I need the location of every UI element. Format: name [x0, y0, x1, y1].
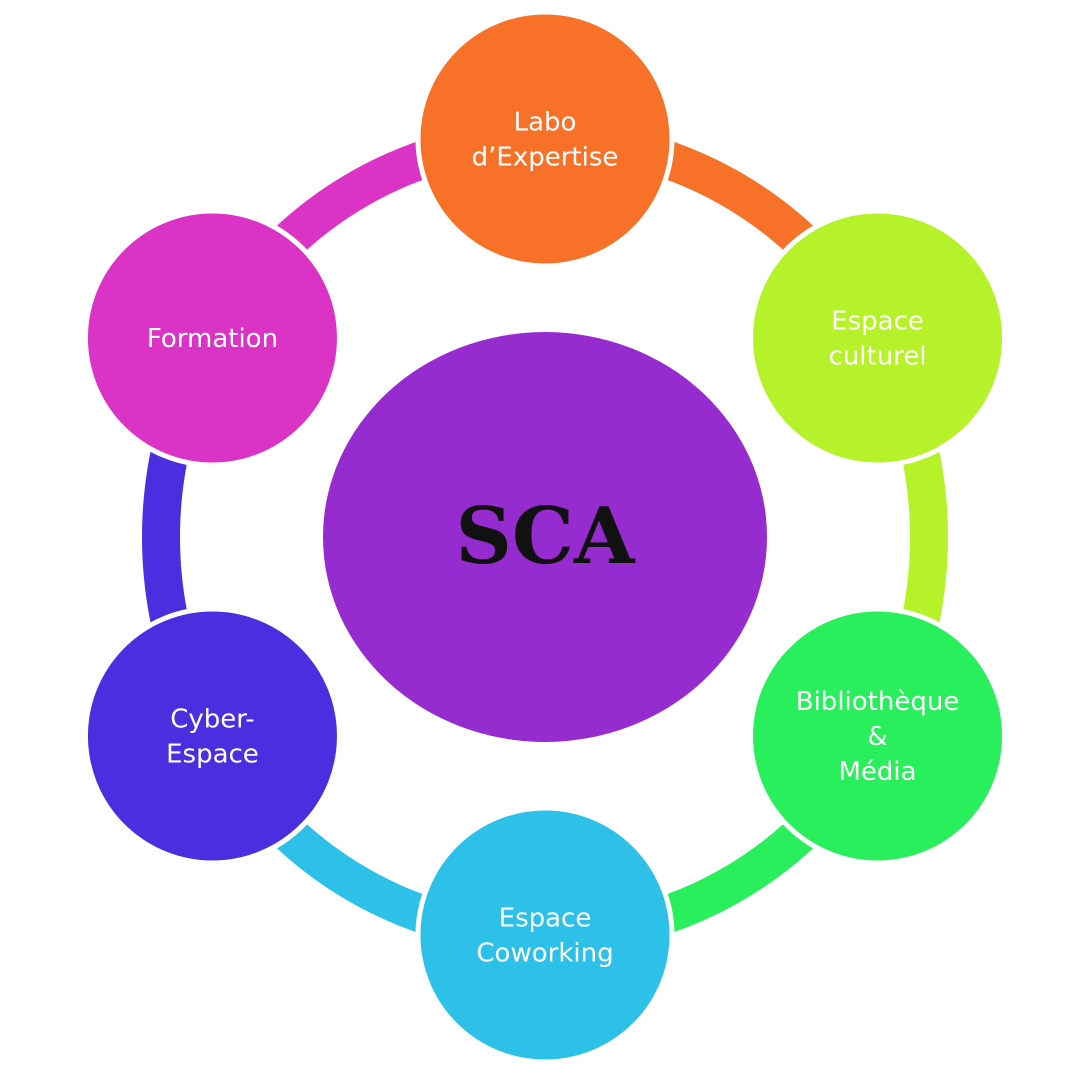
node-circle-cyber-espace [82, 606, 342, 866]
node-labo-expertise: Labo d’Expertise [415, 9, 675, 269]
node-label-bibliotheque-media-line-3: Média [839, 757, 917, 787]
node-label-cyber-espace-line-2: Espace [166, 740, 259, 770]
node-label-espace-coworking-line-2: Coworking [476, 939, 613, 969]
node-bibliotheque-media: Bibliothèque & Média [748, 606, 1008, 866]
node-circle-formation [82, 208, 342, 468]
node-formation: Formation [82, 208, 342, 468]
node-circle-labo-expertise [415, 9, 675, 269]
node-circle-espace-coworking [415, 805, 675, 1065]
outer-nodes: Labo d’Expertise Espace culturel Bibliothèqu… [82, 9, 1008, 1065]
node-circle-espace-culturel [748, 208, 1008, 468]
node-label-espace-coworking-line-1: Espace [499, 904, 592, 934]
center-circle [323, 332, 767, 742]
node-label-cyber-espace-line-1: Cyber- [170, 705, 254, 735]
center-node: SCA [323, 332, 767, 742]
node-label-bibliotheque-media-line-2: & [867, 722, 887, 752]
node-cyber-espace: Cyber- Espace [82, 606, 342, 866]
node-circle-bibliotheque-media [748, 606, 1008, 866]
center-label: SCA [456, 491, 636, 582]
node-label-labo-expertise-line-2: d’Expertise [472, 143, 619, 173]
node-label-labo-expertise-line-1: Labo [514, 108, 577, 138]
node-label-bibliotheque-media-line-1: Bibliothèque [796, 687, 960, 717]
node-espace-culturel: Espace culturel [748, 208, 1008, 468]
node-espace-coworking: Espace Coworking [415, 805, 675, 1065]
node-label-espace-culturel-line-2: culturel [829, 342, 927, 372]
node-label-formation-line-1: Formation [147, 324, 278, 354]
node-label-espace-culturel-line-1: Espace [831, 307, 924, 337]
